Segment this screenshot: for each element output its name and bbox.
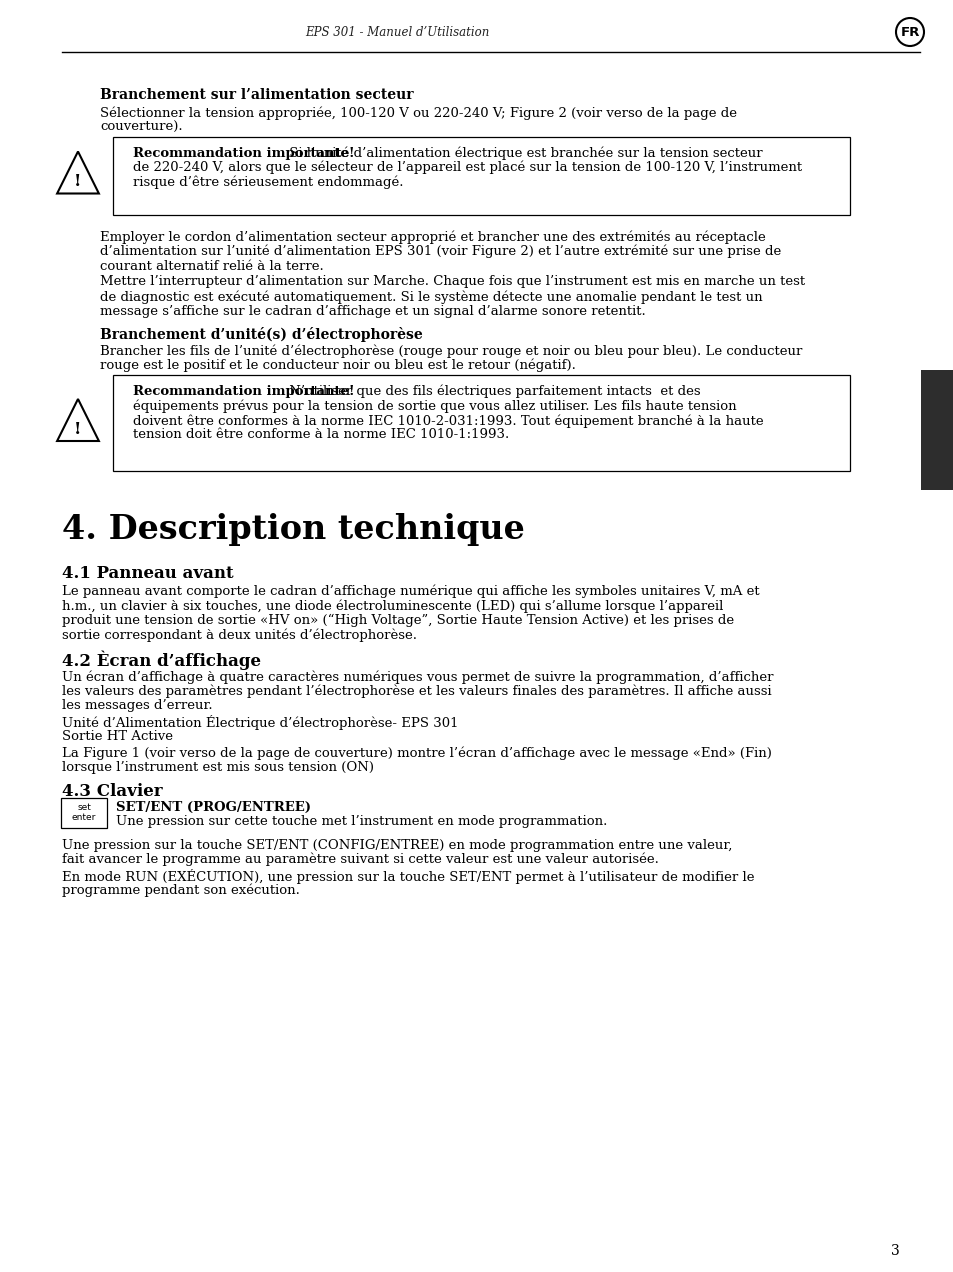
Text: produit une tension de sortie «HV on» (“High Voltage”, Sortie Haute Tension Acti: produit une tension de sortie «HV on» (“… bbox=[62, 614, 734, 627]
Text: En mode RUN (EXÉCUTION), une pression sur la touche SET/ENT permet à l’utilisate: En mode RUN (EXÉCUTION), une pression su… bbox=[62, 869, 754, 884]
Text: !: ! bbox=[74, 421, 82, 438]
Text: rouge est le positif et le conducteur noir ou bleu est le retour (négatif).: rouge est le positif et le conducteur no… bbox=[100, 359, 576, 373]
Text: set: set bbox=[77, 804, 91, 813]
Text: La Figure 1 (voir verso de la page de couverture) montre l’écran d’affichage ave: La Figure 1 (voir verso de la page de co… bbox=[62, 745, 771, 759]
Text: les messages d’erreur.: les messages d’erreur. bbox=[62, 700, 213, 712]
Text: 4.1 Panneau avant: 4.1 Panneau avant bbox=[62, 565, 233, 583]
Text: !: ! bbox=[74, 173, 82, 190]
Text: doivent être conformes à la norme IEC 1010-2-031:1993. Tout équipement branché à: doivent être conformes à la norme IEC 10… bbox=[132, 413, 762, 427]
Text: 4.2 Ècran d’affichage: 4.2 Ècran d’affichage bbox=[62, 650, 261, 670]
Text: Un écran d’affichage à quatre caractères numériques vous permet de suivre la pro: Un écran d’affichage à quatre caractères… bbox=[62, 670, 773, 684]
Text: 4. Description technique: 4. Description technique bbox=[62, 513, 524, 546]
Text: 4.3 Clavier: 4.3 Clavier bbox=[62, 782, 162, 800]
Text: Branchement sur l’alimentation secteur: Branchement sur l’alimentation secteur bbox=[100, 88, 413, 102]
Text: Employer le cordon d’alimentation secteur approprié et brancher une des extrémit: Employer le cordon d’alimentation secteu… bbox=[100, 230, 765, 244]
Text: Une pression sur la touche SET/ENT (CONFIG/ENTREE) en mode programmation entre u: Une pression sur la touche SET/ENT (CONF… bbox=[62, 838, 732, 851]
Text: tension doit être conforme à la norme IEC 1010-1:1993.: tension doit être conforme à la norme IE… bbox=[132, 429, 509, 441]
Text: équipements prévus pour la tension de sortie que vous allez utiliser. Les fils h: équipements prévus pour la tension de so… bbox=[132, 399, 736, 413]
Text: de 220-240 V, alors que le sélecteur de l’appareil est placé sur la tension de 1: de 220-240 V, alors que le sélecteur de … bbox=[132, 162, 801, 174]
Text: h.m., un clavier à six touches, une diode électroluminescente (LED) qui s’allume: h.m., un clavier à six touches, une diod… bbox=[62, 599, 722, 613]
Text: d’alimentation sur l’unité d’alimentation EPS 301 (voir Figure 2) et l’autre ext: d’alimentation sur l’unité d’alimentatio… bbox=[100, 245, 781, 258]
Text: Si l’unité d’alimentation électrique est branchée sur la tension secteur: Si l’unité d’alimentation électrique est… bbox=[285, 146, 762, 160]
Text: sortie correspondant à deux unités d’électrophorèse.: sortie correspondant à deux unités d’éle… bbox=[62, 628, 416, 642]
Text: Une pression sur cette touche met l’instrument en mode programmation.: Une pression sur cette touche met l’inst… bbox=[116, 815, 607, 828]
Polygon shape bbox=[57, 151, 99, 193]
Text: 3: 3 bbox=[890, 1244, 899, 1258]
Text: Branchement d’unité(s) d’électrophorèse: Branchement d’unité(s) d’électrophorèse bbox=[100, 327, 422, 341]
Text: message s’affiche sur le cadran d’affichage et un signal d’alarme sonore retenti: message s’affiche sur le cadran d’affich… bbox=[100, 304, 645, 318]
Text: programme pendant son exécution.: programme pendant son exécution. bbox=[62, 884, 299, 897]
Polygon shape bbox=[57, 399, 99, 441]
Text: courant alternatif relié à la terre.: courant alternatif relié à la terre. bbox=[100, 259, 323, 272]
Text: enter: enter bbox=[71, 813, 96, 822]
Text: Unité d’Alimentation Électrique d’électrophorèse- EPS 301: Unité d’Alimentation Électrique d’électr… bbox=[62, 715, 458, 730]
Text: Le panneau avant comporte le cadran d’affichage numérique qui affiche les symbol: Le panneau avant comporte le cadran d’af… bbox=[62, 585, 759, 599]
Text: couverture).: couverture). bbox=[100, 121, 182, 134]
Text: Sélectionner la tension appropriée, 100-120 V ou 220-240 V; Figure 2 (voir verso: Sélectionner la tension appropriée, 100-… bbox=[100, 106, 737, 120]
Text: les valeurs des paramètres pendant l’électrophorèse et les valeurs finales des p: les valeurs des paramètres pendant l’éle… bbox=[62, 686, 771, 698]
Circle shape bbox=[895, 18, 923, 46]
Bar bbox=[112, 375, 849, 471]
Text: fait avancer le programme au paramètre suivant si cette valeur est une valeur au: fait avancer le programme au paramètre s… bbox=[62, 854, 659, 866]
Text: Brancher les fils de l’unité d’électrophorèse (rouge pour rouge et noir ou bleu : Brancher les fils de l’unité d’électroph… bbox=[100, 345, 801, 357]
Text: Mettre l’interrupteur d’alimentation sur Marche. Chaque fois que l’instrument es: Mettre l’interrupteur d’alimentation sur… bbox=[100, 276, 804, 289]
Text: FR: FR bbox=[900, 25, 919, 38]
Text: EPS 301 - Manuel d’Utilisation: EPS 301 - Manuel d’Utilisation bbox=[305, 25, 490, 38]
Text: Recommandation importante!: Recommandation importante! bbox=[132, 146, 355, 159]
Bar bbox=[112, 136, 849, 215]
Bar bbox=[920, 370, 953, 490]
Text: risque d’être sérieusement endommagé.: risque d’être sérieusement endommagé. bbox=[132, 176, 403, 190]
Text: lorsque l’instrument est mis sous tension (ON): lorsque l’instrument est mis sous tensio… bbox=[62, 761, 374, 773]
Text: Recommandation importante!: Recommandation importante! bbox=[132, 385, 355, 398]
FancyBboxPatch shape bbox=[61, 798, 107, 828]
Text: N’utiliser que des fils électriques parfaitement intacts  et des: N’utiliser que des fils électriques parf… bbox=[285, 385, 700, 398]
Text: Sortie HT Active: Sortie HT Active bbox=[62, 730, 172, 743]
Text: de diagnostic est exécuté automatiquement. Si le système détecte une anomalie pe: de diagnostic est exécuté automatiquemen… bbox=[100, 290, 761, 304]
Text: SET/ENT (PROG/ENTREE): SET/ENT (PROG/ENTREE) bbox=[116, 800, 311, 814]
